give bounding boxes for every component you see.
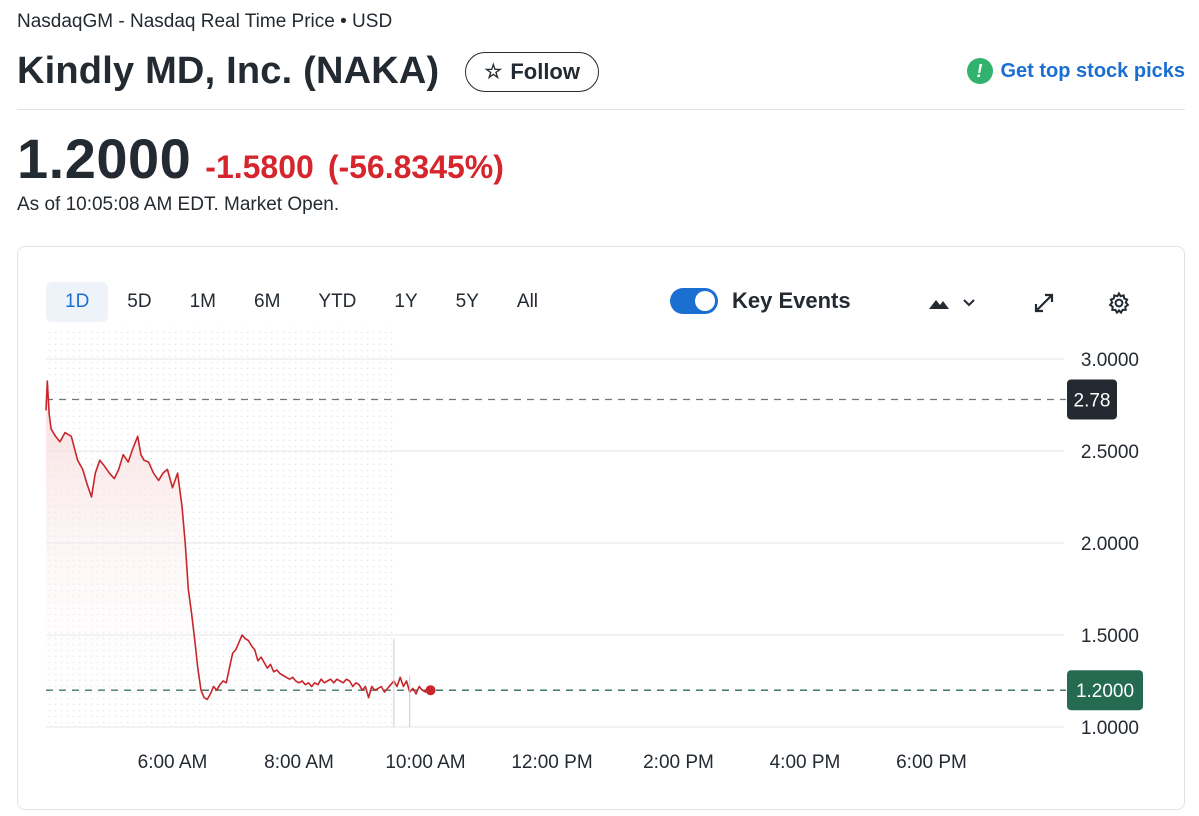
company-title: Kindly MD, Inc. (NAKA) bbox=[17, 50, 440, 92]
x-tick-label: 12:00 PM bbox=[511, 752, 592, 773]
chart-type-dropdown[interactable] bbox=[928, 289, 976, 317]
y-tick-label: 1.0000 bbox=[1081, 718, 1139, 739]
gear-icon bbox=[1108, 291, 1130, 315]
settings-button[interactable] bbox=[1105, 289, 1133, 317]
key-events-toggle[interactable] bbox=[670, 288, 718, 314]
range-1d[interactable]: 1D bbox=[46, 282, 109, 322]
range-all[interactable]: All bbox=[516, 291, 539, 312]
header-divider bbox=[17, 109, 1185, 110]
follow-label: Follow bbox=[510, 58, 580, 84]
y-tick-label: 3.0000 bbox=[1081, 350, 1139, 371]
chart-card: 3.0000 2.5000 2.0000 1.5000 1.0000 6:00 AM 8:0… bbox=[17, 246, 1185, 810]
exclamation-badge-icon: ! bbox=[966, 58, 993, 84]
previous-close-tag-label: 2.78 bbox=[1074, 390, 1111, 411]
y-tick-label: 1.5000 bbox=[1081, 626, 1139, 647]
expand-button[interactable] bbox=[1030, 289, 1058, 317]
current-price-dot bbox=[425, 685, 436, 696]
previous-close-tag bbox=[1067, 379, 1117, 420]
price-change-percent: (-56.8345%) bbox=[327, 149, 504, 185]
follow-button[interactable]: ☆ Follow bbox=[465, 51, 599, 92]
price-area bbox=[46, 381, 431, 727]
price-chart[interactable]: 3.0000 2.5000 2.0000 1.5000 1.0000 6:00 AM 8:0… bbox=[18, 247, 1183, 808]
current-price-tag-label: 1.2000 bbox=[1076, 681, 1134, 702]
y-tick-label: 2.0000 bbox=[1081, 534, 1139, 555]
current-price: 1.2000 bbox=[17, 127, 192, 190]
exchange-line: NasdaqGM - Nasdaq Real Time Price • USD bbox=[17, 11, 393, 32]
expand-icon bbox=[1034, 293, 1054, 313]
x-tick-label: 6:00 PM bbox=[896, 752, 967, 773]
range-6m[interactable]: 6M bbox=[254, 291, 281, 312]
mountain-icon bbox=[929, 300, 949, 309]
get-top-stock-picks-link[interactable]: ! Get top stock picks bbox=[966, 58, 1186, 84]
range-5d[interactable]: 5D bbox=[127, 291, 152, 312]
picks-label: Get top stock picks bbox=[1000, 59, 1186, 82]
as-of-timestamp: As of 10:05:08 AM EDT. Market Open. bbox=[17, 194, 340, 215]
range-1y[interactable]: 1Y bbox=[394, 291, 418, 312]
x-tick-label: 8:00 AM bbox=[264, 752, 334, 773]
y-tick-label: 2.5000 bbox=[1081, 442, 1139, 463]
price-change: -1.5800 bbox=[205, 149, 314, 185]
range-1m[interactable]: 1M bbox=[189, 291, 216, 312]
chevron-down-icon bbox=[963, 299, 975, 307]
x-tick-label: 4:00 PM bbox=[770, 752, 841, 773]
key-events-control: Key Events bbox=[670, 288, 851, 314]
range-ytd[interactable]: YTD bbox=[318, 291, 357, 312]
range-selector: 1D 5D 1M 6M YTD 1Y 5Y All bbox=[46, 282, 557, 322]
range-5y[interactable]: 5Y bbox=[455, 291, 479, 312]
x-tick-label: 2:00 PM bbox=[643, 752, 714, 773]
x-tick-label: 6:00 AM bbox=[138, 752, 208, 773]
star-icon: ☆ bbox=[484, 60, 503, 83]
current-price-tag bbox=[1067, 670, 1143, 711]
title-row: Kindly MD, Inc. (NAKA) ☆ Follow bbox=[17, 50, 599, 93]
price-line bbox=[45, 380, 432, 701]
price-row: 1.2000 -1.5800 (-56.8345%) bbox=[17, 126, 504, 191]
x-tick-label: 10:00 AM bbox=[385, 752, 465, 773]
key-events-label: Key Events bbox=[732, 288, 851, 313]
